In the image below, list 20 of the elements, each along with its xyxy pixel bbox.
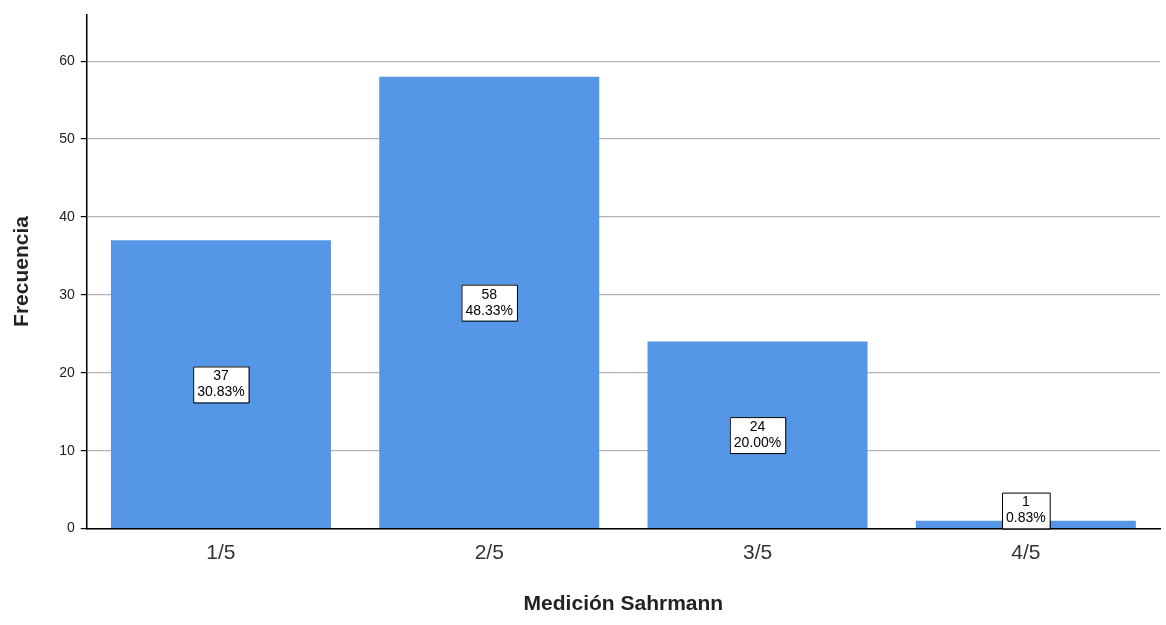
x-tick-label: 4/5 [1011, 540, 1041, 563]
y-tick-label: 30 [59, 285, 75, 302]
x-tick-label: 2/5 [474, 540, 504, 563]
y-tick-label: 50 [59, 129, 75, 146]
x-axis-title: Medición Sahrmann [523, 591, 724, 615]
bar [647, 341, 868, 528]
y-tick-label: 0 [66, 519, 75, 536]
data-label: 1 0.83% [1005, 493, 1046, 526]
bar [379, 76, 600, 528]
y-tick-label: 60 [59, 52, 75, 68]
x-tick-label: 1/5 [206, 540, 236, 563]
y-tick-label: 20 [59, 363, 75, 380]
y-axis-title: Frecuencia [9, 215, 33, 327]
data-label: 37 30.83% [197, 367, 245, 400]
y-tick-label: 40 [59, 207, 75, 224]
bar [110, 240, 331, 528]
y-tick-label: 10 [59, 441, 75, 458]
data-label: 58 48.33% [465, 285, 513, 318]
data-label: 24 20.00% [733, 417, 782, 450]
x-tick-label: 3/5 [742, 540, 773, 563]
